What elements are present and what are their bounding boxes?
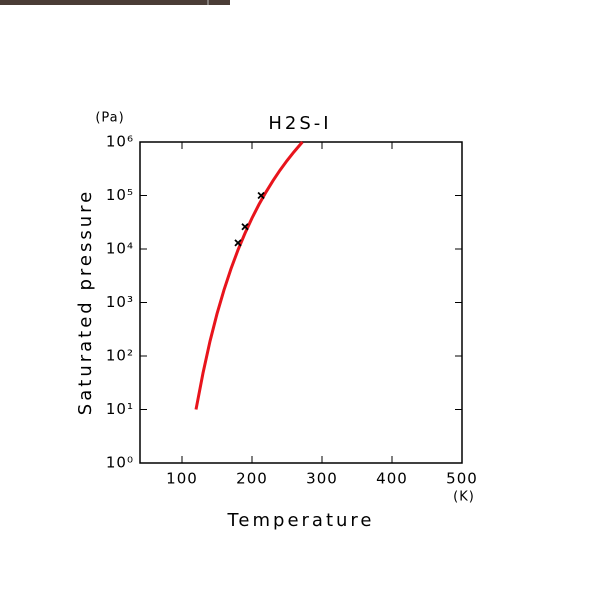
curve [194,141,304,410]
window-strip [0,0,230,5]
marker [241,223,249,231]
y-tick-label: 10² [106,347,134,365]
y-tick-label: 10⁵ [106,186,134,204]
x-unit: (K) [453,490,475,505]
x-tick-label: 200 [236,470,268,488]
marker [234,239,242,247]
y-tick-label: 10³ [106,293,134,311]
y-tick-label: 10⁶ [106,133,134,151]
x-tick-label: 100 [166,470,198,488]
plot-frame [139,141,463,464]
y-unit: (Pa) [95,111,124,126]
y-tick-label: 10¹ [106,400,134,418]
y-axis-label: Saturated pressure [75,189,96,415]
chart-title: H2S-I [268,113,331,134]
y-tick-label: 10⁰ [106,454,134,472]
x-tick-label: 500 [446,470,478,488]
x-tick-label: 400 [376,470,408,488]
x-tick-label: 300 [306,470,338,488]
x-axis-label: Temperature [226,510,374,531]
y-tick-label: 10⁴ [106,240,134,258]
marker [257,191,265,200]
